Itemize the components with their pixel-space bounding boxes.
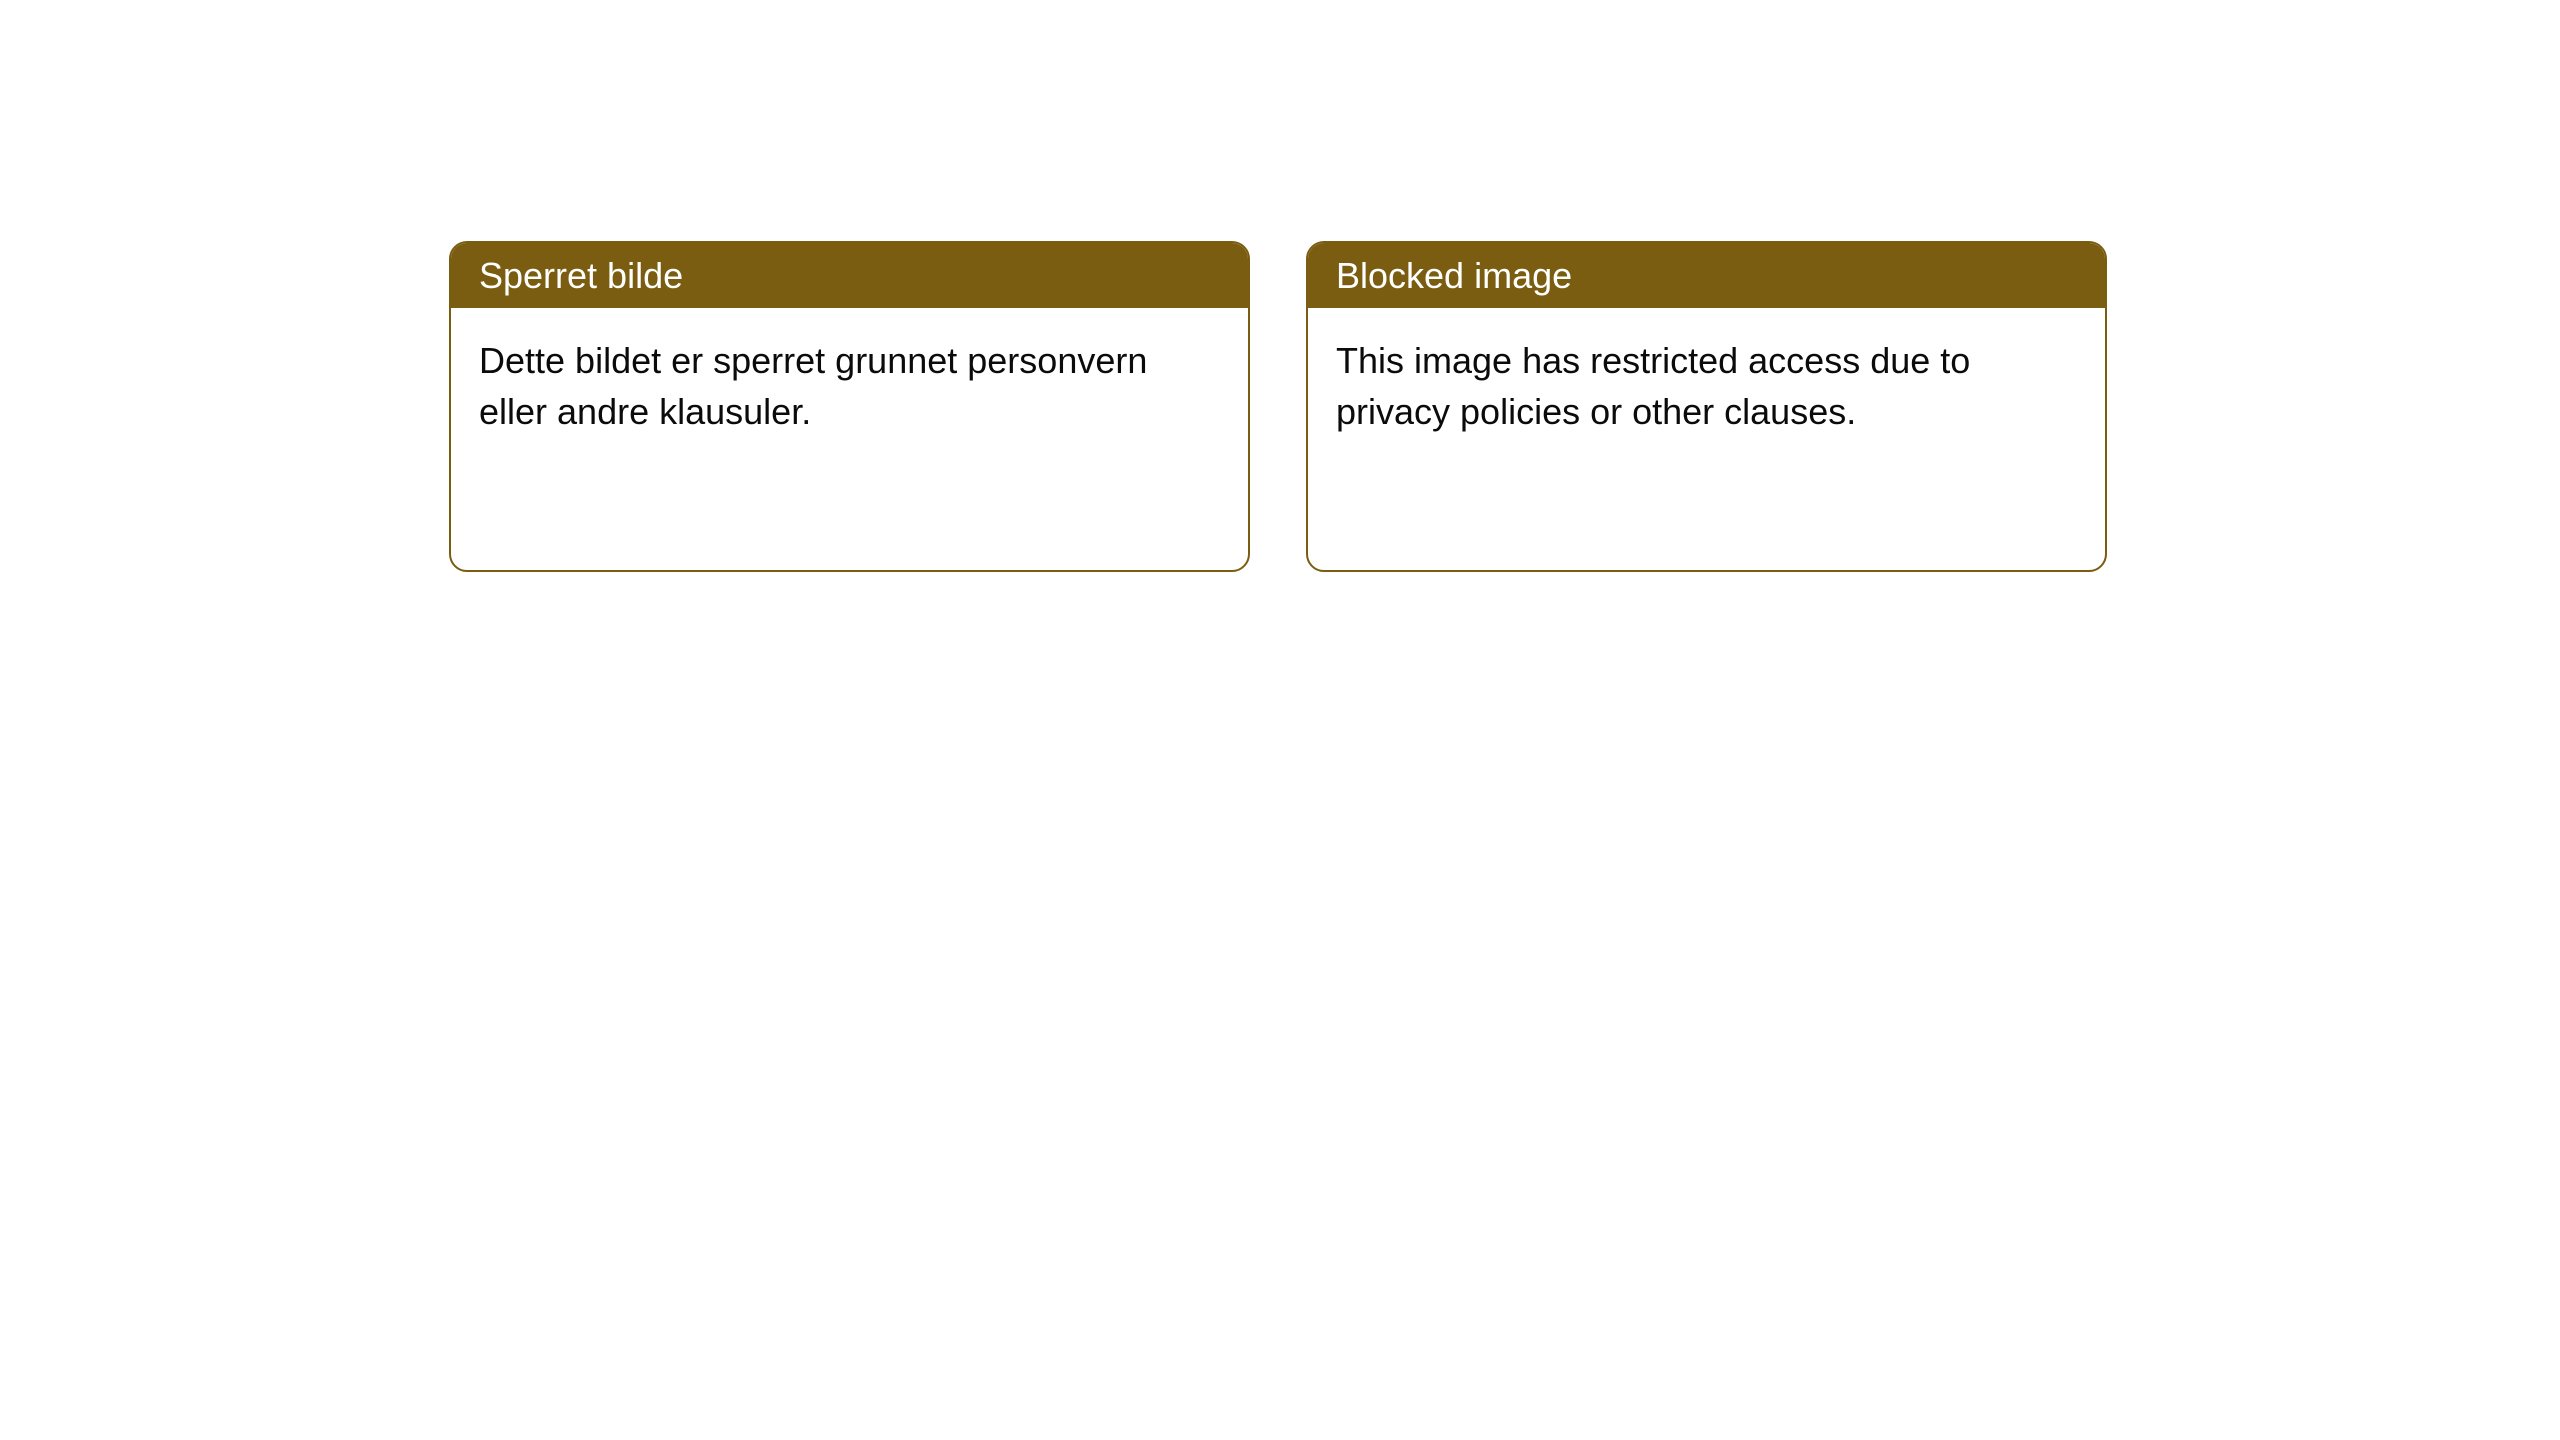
- notice-header: Blocked image: [1308, 243, 2105, 308]
- notice-card-norwegian: Sperret bilde Dette bildet er sperret gr…: [449, 241, 1250, 572]
- notice-container: Sperret bilde Dette bildet er sperret gr…: [0, 0, 2560, 572]
- notice-body: This image has restricted access due to …: [1308, 308, 2105, 465]
- notice-body-text: This image has restricted access due to …: [1336, 340, 1970, 431]
- notice-header: Sperret bilde: [451, 243, 1248, 308]
- notice-title: Sperret bilde: [479, 255, 683, 296]
- notice-card-english: Blocked image This image has restricted …: [1306, 241, 2107, 572]
- notice-body-text: Dette bildet er sperret grunnet personve…: [479, 340, 1147, 431]
- notice-title: Blocked image: [1336, 255, 1572, 296]
- notice-body: Dette bildet er sperret grunnet personve…: [451, 308, 1248, 465]
